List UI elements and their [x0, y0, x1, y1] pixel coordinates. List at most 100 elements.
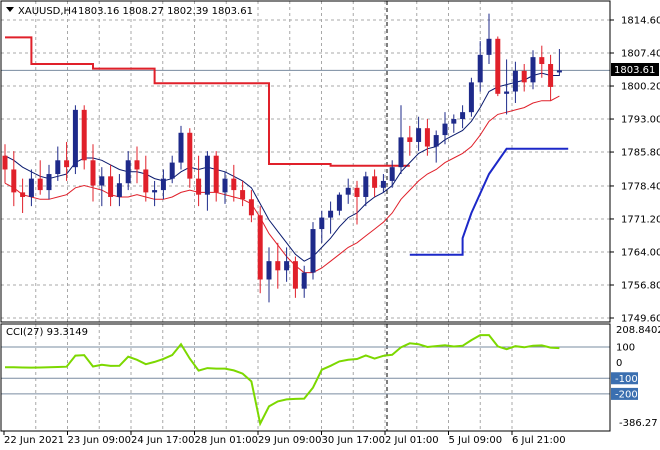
candle-body — [222, 178, 228, 193]
candle-body — [55, 160, 61, 175]
price-tick-label: 1756.80 — [621, 280, 660, 291]
candle-body — [380, 180, 386, 188]
candle-body — [336, 194, 342, 211]
candle-body — [504, 91, 510, 94]
candle-body — [108, 176, 114, 197]
candle-body — [477, 54, 483, 83]
cci-level-badge — [611, 387, 638, 400]
candle-body — [169, 162, 175, 179]
cci-panel-frame — [0, 323, 611, 432]
symbol-label: XAUUSD,H4 — [18, 6, 77, 17]
cci-level-label: -200 — [615, 389, 638, 400]
candle-body — [266, 261, 272, 280]
candle-body — [2, 155, 8, 170]
candle-body — [451, 119, 457, 124]
candle-body — [372, 176, 378, 188]
candle-body — [548, 64, 554, 87]
candle-body — [433, 135, 439, 147]
candle-body — [143, 169, 149, 193]
price-tick-label: 1771.20 — [621, 214, 660, 225]
candle-body — [442, 123, 448, 136]
candle-body — [284, 261, 290, 271]
candle-body — [512, 70, 518, 92]
dropdown-triangle-icon[interactable] — [6, 7, 14, 12]
cci-level-label: -100 — [615, 374, 638, 385]
candle-body — [64, 160, 70, 168]
candle-body — [20, 192, 26, 197]
cci-level-label: 100 — [616, 343, 635, 354]
blue-step-line — [409, 147, 569, 256]
price-tick-label: 1778.40 — [621, 181, 660, 192]
candle-body — [354, 187, 360, 197]
candle-body — [37, 178, 43, 191]
time-tick-label: 29 Jun 09:00 — [258, 435, 322, 446]
candle-body — [521, 70, 527, 83]
time-tick-label: 6 Jul 21:00 — [512, 435, 566, 446]
candle-body — [363, 176, 369, 197]
slow-ma-line — [4, 95, 560, 274]
candle-body — [178, 132, 184, 163]
candle-body — [204, 155, 210, 195]
candle-body — [398, 137, 404, 168]
candle-body — [99, 176, 105, 186]
candle-body — [90, 160, 96, 186]
time-tick-label: 28 Jun 01:00 — [195, 435, 259, 446]
price-tick-label: 1749.60 — [621, 314, 660, 325]
candle-body — [125, 160, 131, 184]
candle-body — [28, 178, 34, 197]
candle-body — [160, 178, 166, 191]
main-panel — [2, 13, 569, 303]
candle-body — [539, 57, 545, 65]
grid — [1, 1, 610, 431]
candle-body — [231, 178, 237, 191]
cci-line — [5, 334, 560, 427]
cci-axis-bottom-label: -386.27 — [619, 418, 658, 429]
candle-body — [328, 210, 334, 218]
candle-body — [530, 57, 536, 83]
price-tick-label: 1785.80 — [621, 148, 660, 159]
time-tick-label: 23 Jun 09:00 — [68, 435, 132, 446]
price-tick-label: 1800.20 — [621, 82, 660, 93]
candle-body — [134, 160, 140, 170]
cci-level-badge — [611, 372, 638, 385]
current-price-badge — [611, 63, 659, 76]
candle-body — [46, 174, 52, 191]
main-panel-frame — [0, 0, 611, 323]
candle-body — [248, 199, 254, 216]
cci-axis-top-label: 208.8402 — [616, 325, 660, 336]
candle-body — [468, 82, 474, 113]
candle-body — [196, 178, 202, 195]
candle-body — [407, 137, 413, 142]
candle-body — [292, 261, 298, 289]
candle-body — [424, 128, 430, 147]
price-tick-label: 1793.00 — [621, 115, 660, 126]
candle-body — [11, 169, 17, 193]
candle-body — [275, 261, 281, 271]
cci-zero-label: 0 — [616, 358, 622, 369]
candle-body — [310, 229, 316, 273]
price-tick-label: 1764.00 — [621, 247, 660, 258]
time-tick-label: 5 Jul 09:00 — [449, 435, 503, 446]
candle-body — [213, 155, 219, 193]
candle-body — [240, 190, 246, 200]
candle-body — [495, 38, 501, 94]
candle-body — [319, 217, 325, 230]
cci-panel — [5, 334, 560, 427]
ohlc-values: 1803.16 1808.27 1802.39 1803.61 — [78, 6, 253, 17]
candle-body — [152, 190, 158, 193]
time-tick-label: 22 Jun 2021 — [4, 435, 64, 446]
candle-body — [301, 272, 307, 289]
candle-body — [486, 38, 492, 55]
current-price-label: 1803.61 — [614, 65, 655, 76]
candle-body — [257, 215, 263, 280]
fast-ma-line — [4, 72, 560, 262]
red-step-line — [5, 36, 410, 167]
candle-body — [556, 70, 562, 73]
cci-label: CCI(27) 93.3149 — [6, 327, 88, 338]
time-tick-label: 2 Jul 01:00 — [385, 435, 439, 446]
time-tick-label: 24 Jun 17:00 — [131, 435, 195, 446]
candle-body — [72, 109, 78, 168]
candle-body — [116, 183, 122, 197]
